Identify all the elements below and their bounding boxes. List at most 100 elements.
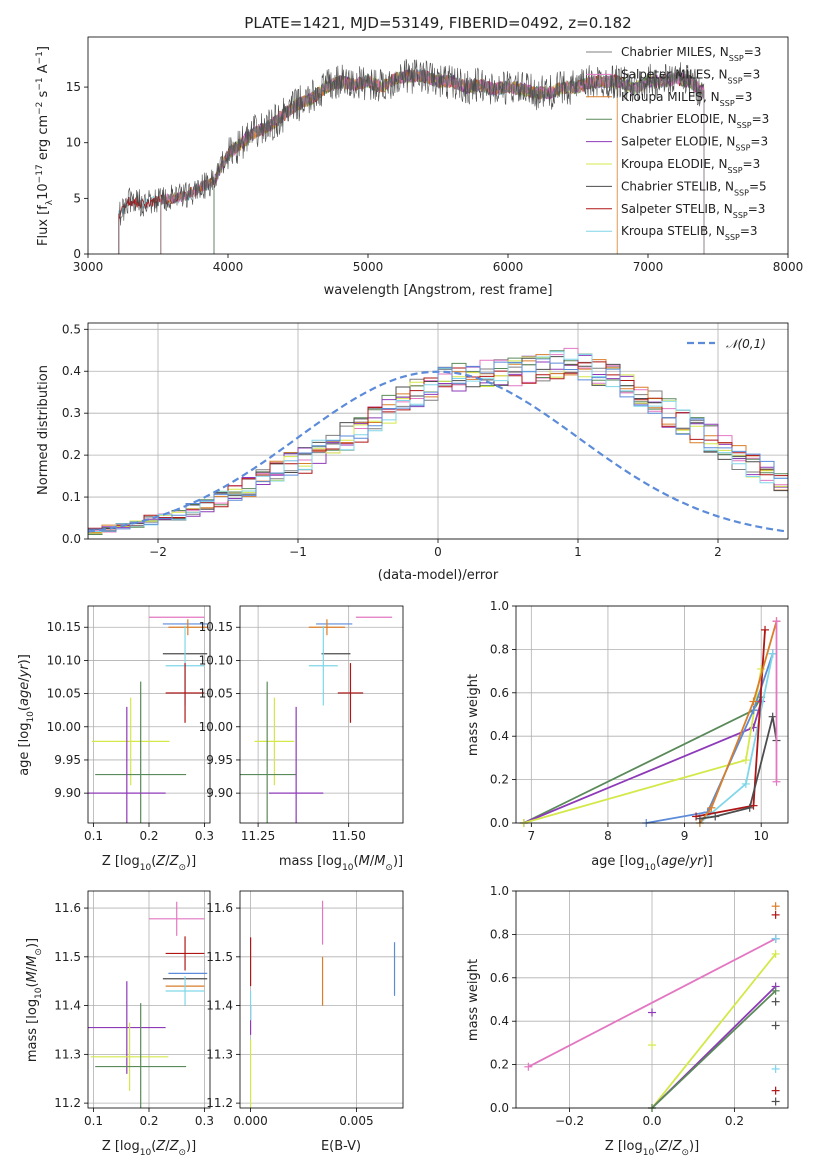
p2-ytick-label: 10.10 xyxy=(47,653,81,667)
p4-xtick-label: 9 xyxy=(681,829,689,843)
p4-ylabel: mass weight xyxy=(466,674,481,756)
p5-xtick-label: 0.3 xyxy=(195,1114,214,1128)
p7-xtick-label: 0.2 xyxy=(725,1114,744,1128)
histogram-frame xyxy=(87,322,789,540)
spectrum-line-kroupa-stelib xyxy=(118,68,705,254)
p2-xtick-label: 0.1 xyxy=(84,829,103,843)
spectrum-xtick-label: 5000 xyxy=(353,260,384,274)
p5-xtick-label: 0.1 xyxy=(84,1114,103,1128)
legend-count: =3 xyxy=(743,157,761,171)
normal-legend-label: 𝒩(0,1) xyxy=(726,337,766,351)
p5-ytick-label: 11.6 xyxy=(54,901,81,915)
histogram-ytick-label: 0.5 xyxy=(62,322,81,336)
p7-series-kroupa-elodie xyxy=(651,953,777,1109)
p5-xtick-label: 0.2 xyxy=(139,1114,158,1128)
spectrum-xtick-label: 6000 xyxy=(493,260,524,274)
p4-ytick-label: 0.2 xyxy=(490,773,509,787)
p2-ytick-label: 10.05 xyxy=(47,687,81,701)
p3-frame xyxy=(239,605,404,824)
p4-series-kroupa-miles xyxy=(699,620,778,824)
spectrum-ytick-label: 5 xyxy=(73,191,81,205)
legend-entry: Kroupa STELIB, NSSP=3 xyxy=(621,224,758,242)
p4-xtick-label: 7 xyxy=(528,829,536,843)
p4-xtick-label: 10 xyxy=(754,829,769,843)
p6-xtick-label: 0.005 xyxy=(339,1114,373,1128)
p6-frame xyxy=(239,890,404,1109)
p7-ylabel: mass weight xyxy=(466,959,481,1041)
histogram-xtick-label: 0 xyxy=(434,545,442,559)
age-vs-mass-panel: 11.25 11.50 9.90 9.95 10.00 10.05 10.10 10.15 xyxy=(199,605,404,843)
p6-ytick-label: 11.3 xyxy=(206,1047,233,1061)
histogram-step-salpeter-stelib xyxy=(88,361,788,539)
legend-count: =3 xyxy=(750,135,768,149)
p5-ytick-label: 11.2 xyxy=(54,1096,81,1110)
normal-curve xyxy=(87,370,789,533)
histogram-xtick-label: 2 xyxy=(714,545,722,559)
p3-ytick-label: 10.15 xyxy=(199,620,233,634)
p4-ytick-label: 1.0 xyxy=(490,599,509,613)
p2-ylabel: age [log10(age/yr)] xyxy=(17,654,36,776)
legend-entry: Chabrier ELODIE, NSSP=3 xyxy=(621,112,769,130)
legend-entry: Salpeter MILES, NSSP=3 xyxy=(621,67,760,85)
histogram-ytick-label: 0.3 xyxy=(62,406,81,420)
p7-ytick-label: 0.0 xyxy=(490,1101,509,1115)
p7-frame xyxy=(515,890,789,1109)
histogram-step-chabrier-stelib xyxy=(88,356,788,539)
legend-count: =3 xyxy=(752,112,770,126)
legend-sub: SSP xyxy=(720,98,735,107)
spectrum-frame xyxy=(87,36,789,255)
p3-ytick-label: 10.10 xyxy=(199,653,233,667)
p6-ytick-label: 11.6 xyxy=(206,901,233,915)
histogram-ytick-label: 0.2 xyxy=(62,448,81,462)
legend-sub: SSP xyxy=(735,143,750,152)
spectrum-xtick-label: 7000 xyxy=(633,260,664,274)
legend-count: =3 xyxy=(743,67,761,81)
legend-entry: Salpeter STELIB, NSSP=3 xyxy=(621,202,765,220)
p2-ytick-label: 9.95 xyxy=(54,753,81,767)
p3-ytick-label: 10.00 xyxy=(199,720,233,734)
legend-entry: Chabrier STELIB, NSSP=5 xyxy=(621,179,767,197)
p2-ytick-label: 9.90 xyxy=(54,786,81,800)
p7-ytick-label: 0.6 xyxy=(490,971,509,985)
p3-xtick-label: 11.25 xyxy=(241,829,275,843)
p5-frame xyxy=(87,890,211,1109)
legend-sub: SSP xyxy=(728,166,743,175)
p4-ytick-label: 0.6 xyxy=(490,686,509,700)
legend-entry: Kroupa MILES, NSSP=3 xyxy=(621,90,752,108)
p5-ytick-label: 11.5 xyxy=(54,950,81,964)
p7-ytick-label: 0.2 xyxy=(490,1058,509,1072)
p5-xlabel: Z [log10(Z/Z⊙)] xyxy=(102,1139,196,1158)
p2-xtick-label: 0.3 xyxy=(195,829,214,843)
p6-ytick-label: 11.4 xyxy=(206,999,233,1013)
p7-series-chabrier-elodie xyxy=(651,990,777,1109)
p4-series-kroupa-elodie xyxy=(523,668,763,824)
p7-ytick-label: 0.8 xyxy=(490,927,509,941)
p3-xlabel: mass [log10(M/M⊙)] xyxy=(279,854,403,873)
p3-ytick-label: 9.90 xyxy=(206,786,233,800)
histogram-ytick-label: 0.0 xyxy=(62,532,81,546)
spectrum-xtick-label: 3000 xyxy=(73,260,104,274)
p5-ytick-label: 11.4 xyxy=(54,999,81,1013)
p6-ytick-label: 11.5 xyxy=(206,950,233,964)
spectrum-ylabel: Flux [fλ10−17 erg cm−2 s−1 A−1] xyxy=(35,46,55,246)
residual-histogram-panel: −2 −1 0 1 2 0.0 0.1 0.2 0.3 0.4 0.5 𝒩(0,1) xyxy=(62,322,789,559)
histogram-step-kroupa-stelib xyxy=(88,351,788,539)
figure-title: PLATE=1421, MJD=53149, FIBERID=0492, z=0… xyxy=(244,14,631,32)
p4-ytick-label: 0.8 xyxy=(490,642,509,656)
histogram-ylabel: Normed distribution xyxy=(36,365,51,495)
age-vs-metallicity-panel: 0.1 0.2 0.3 9.90 9.95 10.00 10.05 10.10 10.15 xyxy=(47,605,214,843)
mass-vs-metallicity-panel: 0.1 0.2 0.3 11.2 11.3 11.4 11.5 11.6 xyxy=(54,890,214,1128)
spectrum-ytick-label: 10 xyxy=(66,136,81,150)
p7-xtick-label: −0.2 xyxy=(555,1114,584,1128)
p6-ytick-label: 11.2 xyxy=(206,1096,233,1110)
p4-frame xyxy=(515,605,789,824)
p2-frame xyxy=(87,605,211,824)
histogram-step-extra xyxy=(88,358,788,539)
histogram-xlabel: (data-model)/error xyxy=(378,568,499,583)
legend-sub: SSP xyxy=(734,188,749,197)
legend-entry: Kroupa ELODIE, NSSP=3 xyxy=(621,157,760,175)
p7-xlabel: Z [log10(Z/Z⊙)] xyxy=(605,1139,699,1158)
legend-count: =3 xyxy=(744,45,762,59)
p5-ylabel: mass [log10(M/M⊙)] xyxy=(25,938,44,1062)
